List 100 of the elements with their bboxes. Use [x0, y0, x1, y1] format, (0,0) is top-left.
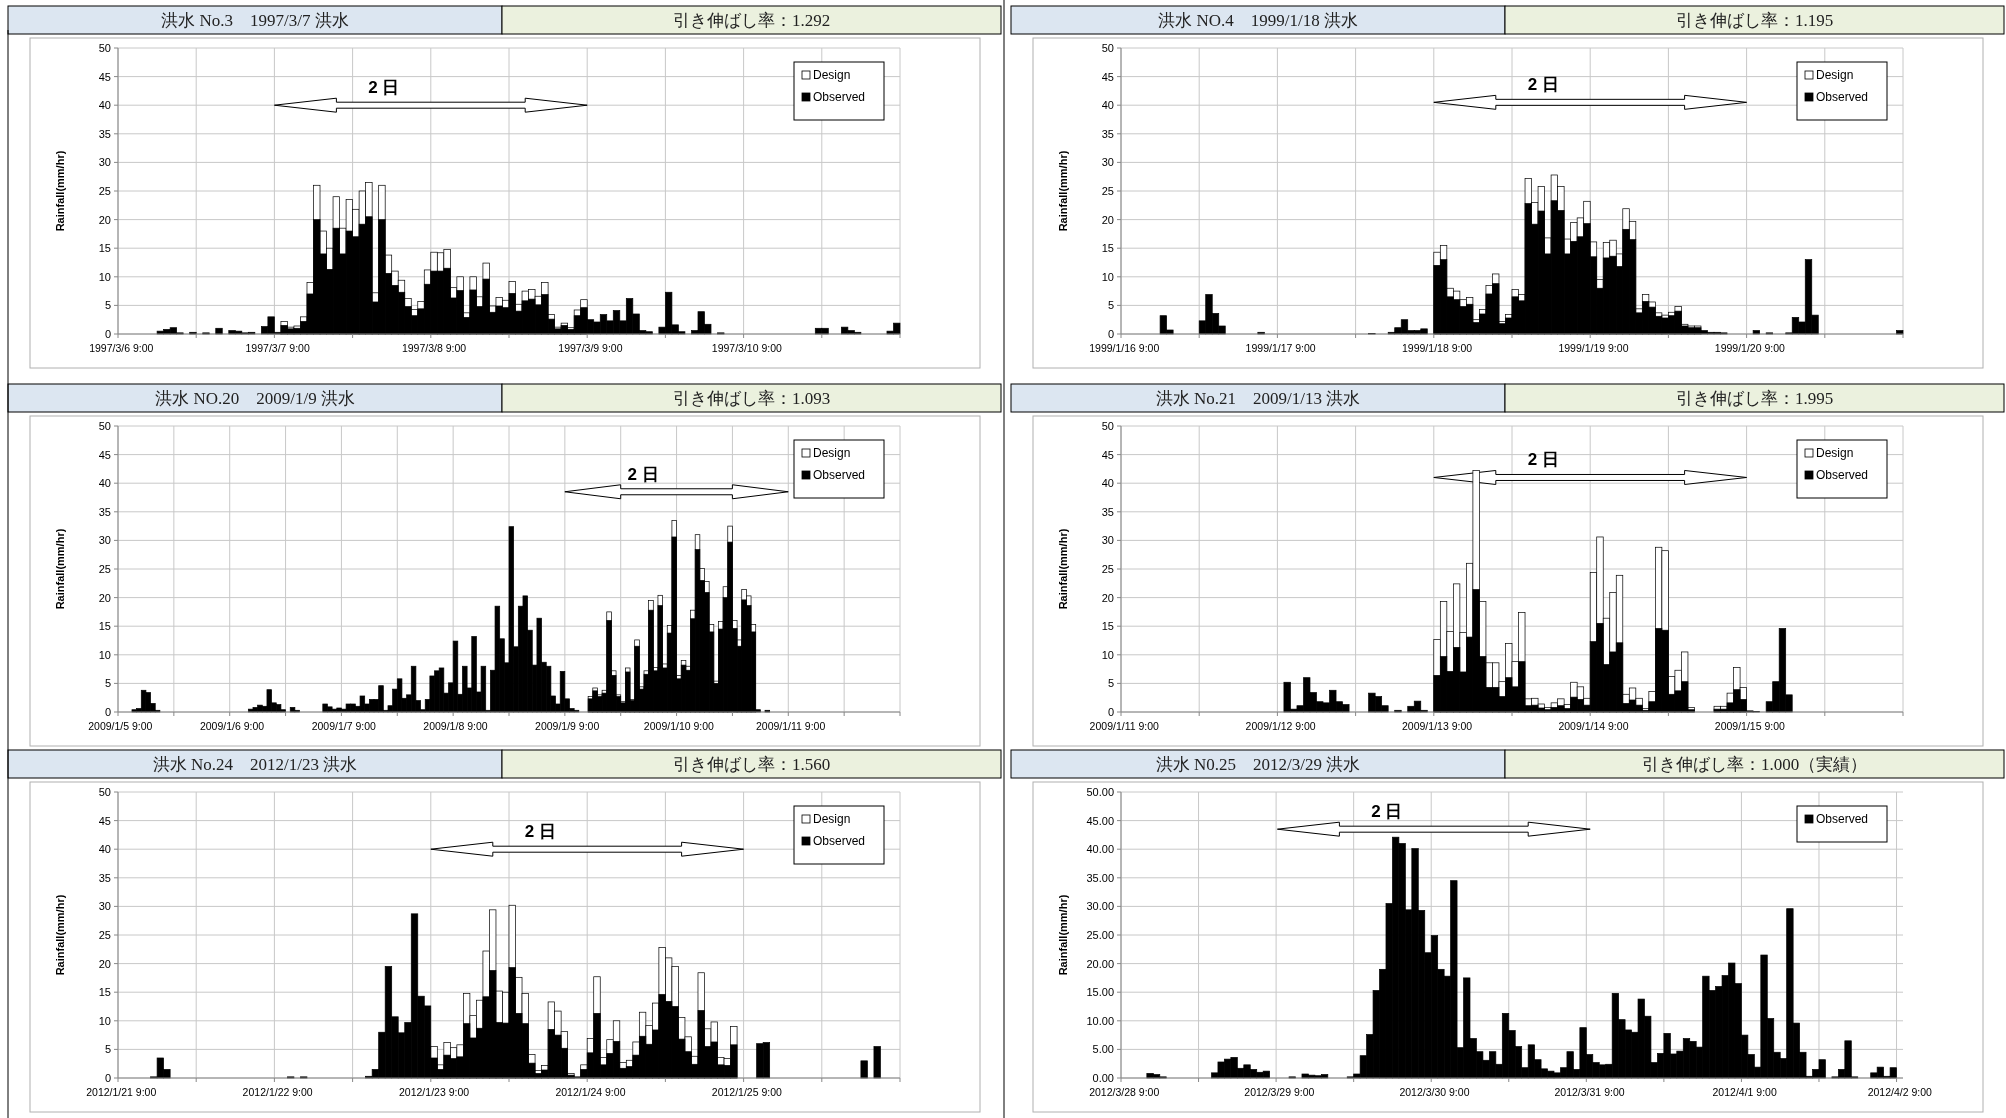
legend-label: Observed [813, 834, 866, 848]
y-tick-label: 35 [98, 505, 111, 518]
y-tick-label: 30 [1101, 534, 1114, 547]
x-tick-label: 2009/1/11 9:00 [1089, 720, 1160, 732]
y-tick-label: 5 [104, 1043, 111, 1056]
y-axis-title: Rainfall(mm/hr) [54, 528, 66, 610]
y-tick-label: 25 [1101, 563, 1114, 575]
chart-subtitle: 引き伸ばし率：1.995 [1675, 389, 1834, 408]
y-tick-label: 5.00 [1092, 1043, 1114, 1056]
annotation: 2 日 [1527, 450, 1559, 470]
y-tick-label: 50 [98, 420, 111, 432]
y-tick-label: 30 [98, 900, 111, 913]
y-tick-label: 45 [98, 70, 111, 83]
y-tick-label: 15 [1101, 242, 1114, 255]
x-tick-label: 1997/3/7 9:00 [245, 342, 310, 354]
x-tick-label: 2012/1/23 9:00 [399, 1086, 470, 1098]
x-tick-label: 2012/4/1 9:00 [1712, 1086, 1777, 1098]
y-tick-label: 0 [1107, 706, 1114, 718]
x-tick-label: 2012/1/24 9:00 [555, 1086, 626, 1098]
y-tick-label: 0 [104, 328, 111, 340]
x-tick-label: 2009/1/12 9:00 [1245, 720, 1316, 732]
x-tick-label: 2009/1/14 9:00 [1558, 720, 1629, 732]
x-tick-label: 1997/3/8 9:00 [401, 342, 467, 354]
x-tick-label: 2009/1/6 9:00 [199, 720, 265, 732]
x-tick-label: 1999/1/19 9:00 [1558, 342, 1629, 354]
y-tick-label: 10 [98, 270, 111, 283]
x-tick-label: 2012/3/28 9:00 [1089, 1086, 1160, 1098]
legend-label: Design [813, 812, 851, 826]
y-tick-label: 35.00 [1086, 871, 1114, 884]
y-tick-label: 5 [1107, 299, 1114, 312]
x-tick-label: 1997/3/6 9:00 [89, 342, 154, 354]
x-tick-label: 2009/1/10 9:00 [643, 720, 715, 732]
y-tick-label: 15 [98, 242, 111, 255]
y-tick-label: 45 [1101, 448, 1114, 461]
y-tick-label: 25 [98, 929, 111, 941]
y-tick-label: 30 [98, 534, 111, 547]
y-tick-label: 20.00 [1086, 957, 1114, 970]
x-tick-label: 2009/1/13 9:00 [1402, 720, 1473, 732]
y-tick-label: 15.00 [1086, 986, 1114, 999]
annotation: 2 日 [1371, 802, 1403, 822]
y-tick-label: 45.00 [1086, 814, 1114, 827]
y-axis-title: Rainfall(mm/hr) [1057, 894, 1069, 976]
x-tick-label: 2012/3/31 9:00 [1554, 1086, 1625, 1098]
y-tick-label: 50 [98, 42, 111, 54]
y-tick-label: 40 [1101, 99, 1114, 112]
x-tick-label: 2009/1/9 9:00 [535, 720, 600, 732]
x-tick-label: 2009/1/15 9:00 [1714, 720, 1786, 732]
y-tick-label: 40 [1101, 477, 1114, 490]
y-tick-label: 35 [98, 871, 111, 884]
chart-subtitle: 引き伸ばし率：1.093 [672, 389, 831, 408]
chart-title: 洪水 No.3 1997/3/7 洪水 [161, 11, 349, 30]
y-tick-label: 40.00 [1086, 843, 1114, 856]
x-tick-label: 1997/3/9 9:00 [558, 342, 623, 354]
y-tick-label: 25 [98, 185, 111, 197]
y-tick-label: 10 [1101, 270, 1114, 283]
y-tick-label: 35 [1101, 127, 1114, 140]
legend-label: Observed [1816, 812, 1869, 826]
x-tick-label: 2009/1/11 9:00 [755, 720, 826, 732]
chart-title: 洪水 NO.20 2009/1/9 洪水 [155, 389, 355, 408]
y-tick-label: 50 [1101, 42, 1114, 54]
y-tick-label: 10 [98, 1014, 111, 1027]
legend-label: Observed [813, 90, 866, 104]
y-tick-label: 5 [104, 677, 111, 690]
legend-label: Design [1816, 446, 1854, 460]
y-axis-title: Rainfall(mm/hr) [54, 894, 66, 976]
chart-subtitle: 引き伸ばし率：1.292 [672, 11, 831, 30]
y-tick-label: 10.00 [1086, 1014, 1114, 1027]
chart-title: 洪水 N0.25 2012/3/29 洪水 [1155, 755, 1361, 774]
legend-label: Design [813, 68, 851, 82]
x-tick-label: 2012/3/29 9:00 [1244, 1086, 1315, 1098]
y-tick-label: 15 [98, 986, 111, 999]
annotation: 2 日 [368, 78, 400, 98]
y-tick-label: 0 [104, 1072, 111, 1084]
x-tick-label: 2012/4/2 9:00 [1867, 1086, 1933, 1098]
y-tick-label: 20 [98, 957, 111, 970]
x-tick-label: 2012/1/22 9:00 [242, 1086, 313, 1098]
x-tick-label: 2009/1/5 9:00 [88, 720, 153, 732]
chart-title: 洪水 No.24 2012/1/23 洪水 [152, 755, 358, 774]
y-tick-label: 25 [1101, 185, 1114, 197]
y-tick-label: 0 [104, 706, 111, 718]
y-tick-label: 45 [98, 814, 111, 827]
y-tick-label: 10 [98, 648, 111, 661]
x-tick-label: 1999/1/20 9:00 [1714, 342, 1786, 354]
x-tick-label: 2012/1/25 9:00 [711, 1086, 783, 1098]
y-tick-label: 30 [1101, 156, 1114, 169]
y-axis-title: Rainfall(mm/hr) [1057, 528, 1069, 610]
y-tick-label: 0.00 [1092, 1072, 1114, 1084]
y-tick-label: 20 [98, 213, 111, 226]
chart-title: 洪水 NO.4 1999/1/18 洪水 [1158, 11, 1358, 30]
annotation: 2 日 [627, 464, 659, 484]
y-tick-label: 20 [1101, 591, 1114, 604]
legend-label: Design [813, 446, 851, 460]
y-tick-label: 0 [1107, 328, 1114, 340]
y-tick-label: 35 [98, 127, 111, 140]
y-tick-label: 25 [98, 563, 111, 575]
y-tick-label: 40 [98, 477, 111, 490]
y-tick-label: 20 [1101, 213, 1114, 226]
legend-label: Observed [1816, 90, 1869, 104]
legend-label: Observed [813, 468, 866, 482]
x-tick-label: 1999/1/17 9:00 [1245, 342, 1316, 354]
